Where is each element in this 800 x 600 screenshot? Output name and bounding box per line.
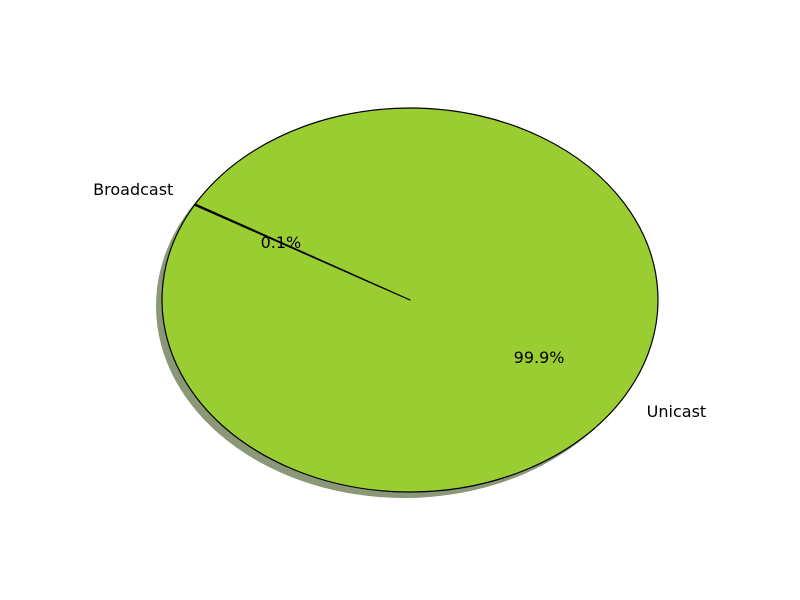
slice-label-broadcast: Broadcast	[93, 180, 173, 199]
slice-label-unicast: Unicast	[647, 402, 707, 421]
pie-slice-unicast	[161, 107, 659, 493]
slice-pct-label-unicast: 99.9%	[514, 348, 565, 367]
slice-pct-label-broadcast: 0.1%	[261, 233, 302, 252]
pie-slices	[161, 107, 659, 493]
pie-labels: Broadcast 0.1% Unicast 99.9%	[93, 180, 706, 421]
